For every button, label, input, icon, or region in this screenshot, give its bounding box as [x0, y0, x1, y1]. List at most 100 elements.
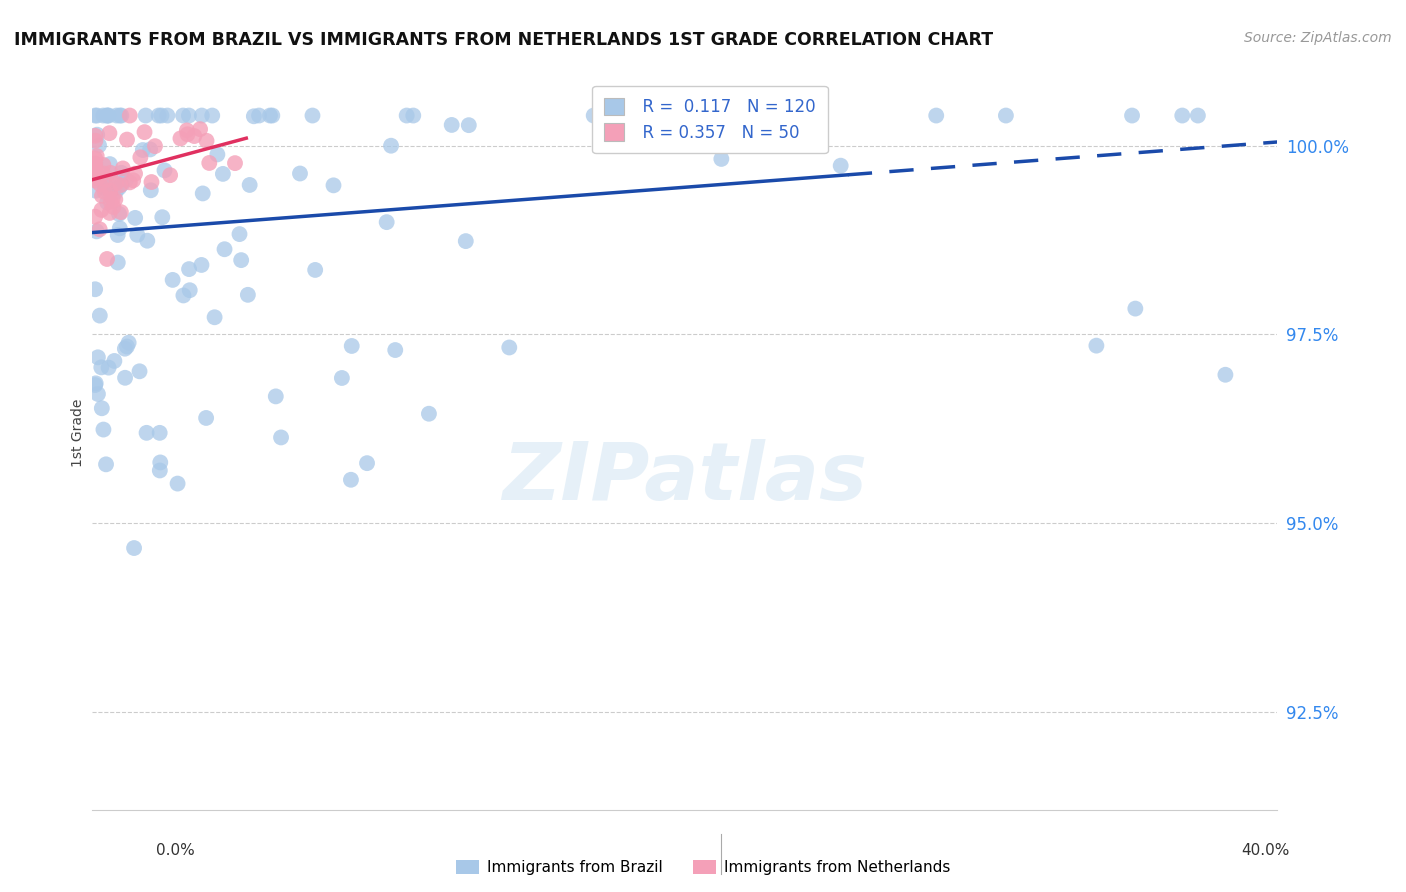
- Point: [740, 109, 762, 123]
- Point: [86, 109, 108, 123]
- Point: [105, 177, 128, 191]
- Point: [115, 339, 138, 353]
- Point: [159, 168, 181, 182]
- Point: [188, 122, 211, 136]
- Point: [111, 178, 134, 192]
- Point: [84, 160, 107, 174]
- Point: [84, 282, 107, 296]
- Point: [124, 211, 146, 225]
- Point: [115, 173, 138, 187]
- Point: [231, 253, 253, 268]
- Point: [195, 134, 218, 148]
- Point: [84, 134, 107, 148]
- Point: [103, 354, 125, 368]
- Text: IMMIGRANTS FROM BRAZIL VS IMMIGRANTS FROM NETHERLANDS 1ST GRADE CORRELATION CHAR: IMMIGRANTS FROM BRAZIL VS IMMIGRANTS FRO…: [14, 31, 993, 49]
- Point: [384, 343, 406, 357]
- Point: [204, 310, 226, 325]
- Point: [107, 227, 129, 242]
- Point: [132, 143, 155, 157]
- Point: [87, 138, 110, 153]
- Point: [710, 152, 733, 166]
- Point: [304, 263, 326, 277]
- Text: Source: ZipAtlas.com: Source: ZipAtlas.com: [1244, 31, 1392, 45]
- Point: [177, 109, 200, 123]
- Point: [90, 360, 112, 375]
- Point: [111, 161, 134, 176]
- Point: [128, 364, 150, 378]
- Point: [114, 342, 136, 356]
- Point: [98, 206, 121, 220]
- Point: [84, 156, 107, 170]
- Point: [91, 188, 114, 202]
- Point: [84, 164, 107, 178]
- Point: [224, 156, 246, 170]
- Y-axis label: 1st Grade: 1st Grade: [72, 399, 86, 467]
- Point: [84, 376, 107, 391]
- Point: [156, 109, 179, 123]
- Point: [440, 118, 463, 132]
- Point: [243, 109, 266, 123]
- Point: [830, 159, 852, 173]
- Point: [84, 184, 107, 198]
- Point: [110, 109, 132, 123]
- Point: [98, 157, 121, 171]
- Point: [418, 407, 440, 421]
- Point: [107, 255, 129, 269]
- Point: [110, 205, 132, 219]
- Point: [212, 167, 235, 181]
- Point: [645, 109, 668, 123]
- Point: [457, 118, 479, 132]
- Point: [94, 181, 117, 195]
- Point: [375, 215, 398, 229]
- Point: [118, 175, 141, 189]
- Point: [198, 156, 221, 170]
- Point: [994, 109, 1017, 123]
- Point: [247, 109, 270, 123]
- Point: [87, 351, 110, 365]
- Point: [97, 360, 120, 375]
- Point: [236, 288, 259, 302]
- Point: [108, 221, 131, 235]
- Point: [135, 425, 157, 440]
- Legend: Immigrants from Brazil, Immigrants from Netherlands: Immigrants from Brazil, Immigrants from …: [456, 861, 950, 875]
- Point: [100, 194, 122, 209]
- Point: [135, 109, 157, 123]
- Legend:   R =  0.117   N = 120,   R = 0.357   N = 50: R = 0.117 N = 120, R = 0.357 N = 50: [592, 87, 828, 153]
- Point: [201, 109, 224, 123]
- Point: [150, 109, 173, 123]
- Point: [124, 167, 146, 181]
- Point: [925, 109, 948, 123]
- Point: [139, 183, 162, 197]
- Point: [89, 222, 111, 236]
- Text: ZIPatlas: ZIPatlas: [502, 439, 868, 517]
- Point: [191, 186, 214, 201]
- Point: [84, 128, 107, 143]
- Point: [136, 234, 159, 248]
- Point: [172, 109, 194, 123]
- Point: [104, 193, 127, 207]
- Point: [143, 139, 166, 153]
- Point: [1187, 109, 1209, 123]
- Point: [104, 185, 127, 199]
- Point: [172, 288, 194, 302]
- Point: [176, 123, 198, 137]
- Point: [356, 456, 378, 470]
- Point: [1171, 109, 1194, 123]
- Text: 0.0%: 0.0%: [156, 843, 195, 857]
- Point: [169, 131, 191, 145]
- Point: [695, 119, 717, 133]
- Point: [118, 109, 141, 123]
- Point: [94, 175, 117, 189]
- Point: [96, 109, 118, 123]
- Point: [166, 476, 188, 491]
- Point: [176, 128, 198, 142]
- Point: [100, 166, 122, 180]
- Point: [115, 132, 138, 146]
- Point: [402, 109, 425, 123]
- Point: [270, 430, 292, 444]
- Point: [108, 180, 131, 194]
- Point: [110, 178, 132, 193]
- Point: [195, 411, 218, 425]
- Point: [380, 138, 402, 153]
- Point: [150, 210, 173, 224]
